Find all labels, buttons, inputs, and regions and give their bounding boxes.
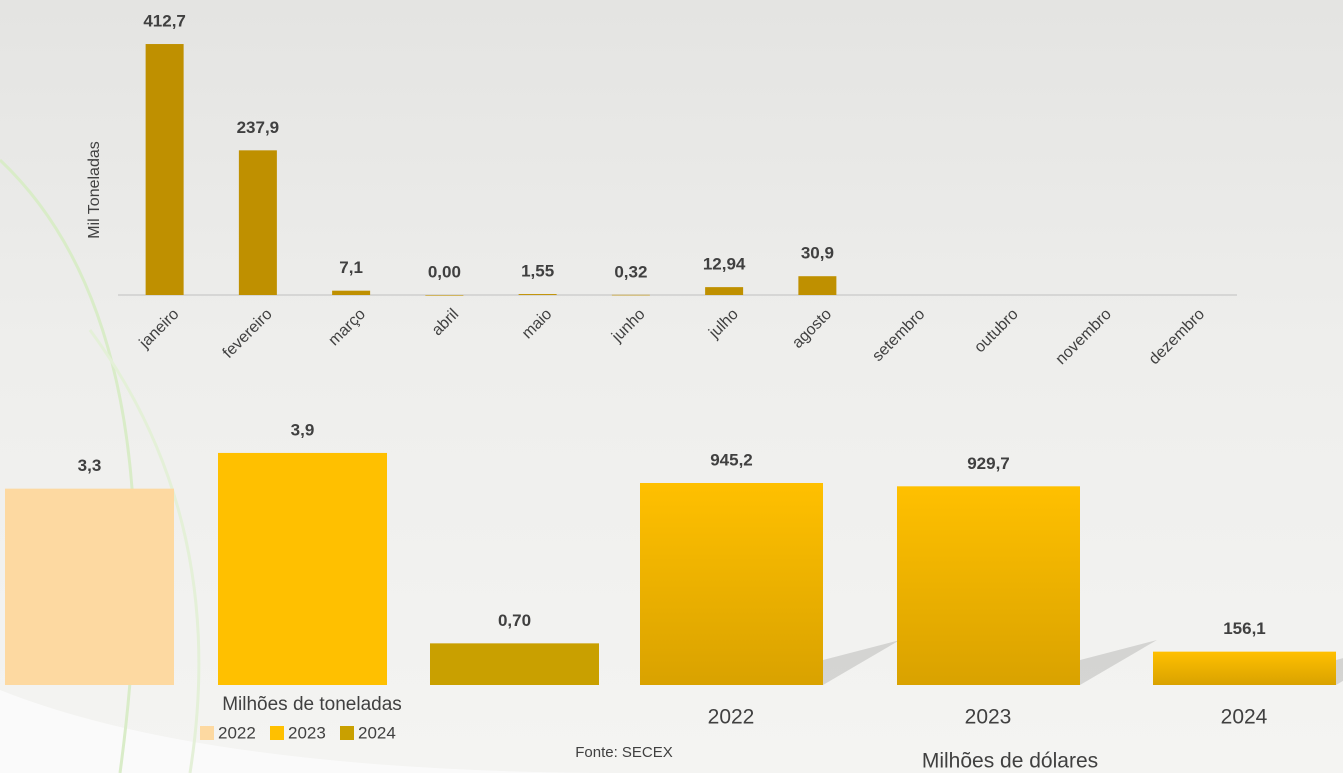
value-label: 412,7 xyxy=(143,12,186,31)
value-label: 0,32 xyxy=(614,262,647,281)
value-label: 3,3 xyxy=(78,456,102,475)
x-tick-label: 2024 xyxy=(1221,706,1268,729)
x-tick-label: 2022 xyxy=(708,706,755,729)
bar xyxy=(425,295,464,296)
x-axis-label: Milhões de toneladas xyxy=(222,694,402,715)
value-label: 237,9 xyxy=(237,118,280,137)
value-label: 3,9 xyxy=(291,420,315,439)
bar-shadow xyxy=(1336,658,1343,685)
value-label: 929,7 xyxy=(967,454,1010,473)
bar xyxy=(218,452,387,685)
value-label: 1,55 xyxy=(521,262,554,281)
legend-swatch xyxy=(200,726,214,740)
background-curve xyxy=(0,690,600,773)
x-axis-label: Milhões de dólares xyxy=(922,750,1098,773)
value-label: 0,70 xyxy=(498,611,531,630)
legend-swatch xyxy=(270,726,284,740)
bar xyxy=(518,294,557,295)
legend-label: 2023 xyxy=(288,723,326,742)
value-label: 7,1 xyxy=(339,258,363,277)
value-label: 12,94 xyxy=(703,255,746,274)
legend-swatch xyxy=(340,726,354,740)
bar xyxy=(897,486,1080,685)
legend-label: 2022 xyxy=(218,723,256,742)
value-label: 30,9 xyxy=(801,244,834,263)
source: Fonte: SECEX xyxy=(575,744,673,761)
bar xyxy=(611,294,650,296)
legend-label: 2024 xyxy=(358,723,396,742)
bar-shadow xyxy=(1080,640,1157,685)
bar xyxy=(640,483,823,685)
bar xyxy=(332,290,371,295)
bar xyxy=(238,150,277,295)
bar xyxy=(145,44,184,296)
bar xyxy=(1153,651,1336,685)
value-label: 0,00 xyxy=(428,262,461,281)
decor-line xyxy=(88,329,201,773)
bar xyxy=(798,276,837,295)
value-label: 945,2 xyxy=(710,450,753,469)
bar xyxy=(430,643,599,685)
bar-shadow xyxy=(823,640,900,685)
value-label: 156,1 xyxy=(1223,619,1266,638)
bar xyxy=(705,287,744,295)
x-tick-label: 2023 xyxy=(965,706,1012,729)
bar xyxy=(5,488,174,685)
y-axis-label: Mil Toneladas xyxy=(86,141,103,239)
